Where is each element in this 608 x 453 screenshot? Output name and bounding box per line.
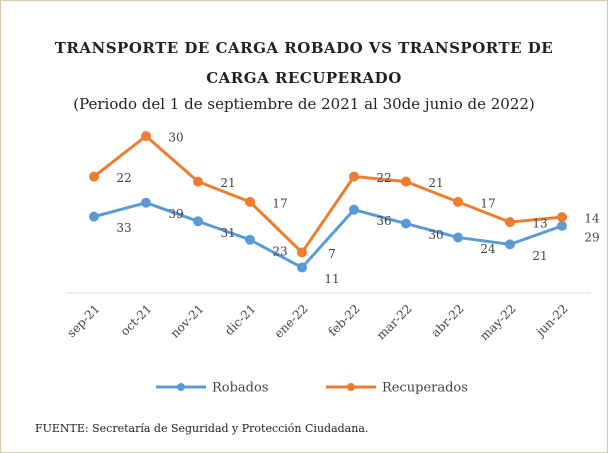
x-tick-label: ene-22 [272,302,311,341]
data-point [505,239,515,250]
data-label: 29 [584,230,599,244]
data-point [193,216,203,227]
data-label: 22 [116,171,131,185]
x-tick-label: dic-21 [222,302,258,338]
legend-label: Robados [212,381,269,396]
data-label: 17 [480,196,495,210]
data-point [453,196,463,207]
data-label: 21 [532,249,547,263]
data-point [505,217,515,228]
x-tick-label: jun-22 [532,302,571,341]
data-point [401,176,411,187]
data-label: 36 [376,214,391,228]
data-label: 24 [480,242,496,256]
data-label: 21 [428,176,443,190]
data-label: 17 [272,196,287,210]
data-point [349,171,359,182]
x-tick-label: abr-22 [428,302,466,340]
x-tick-label: nov-21 [168,302,207,341]
data-point [297,247,307,258]
data-point [141,131,151,142]
data-point [89,211,99,222]
chart-subtitle: (Periodo del 1 de septiembre de 2021 al … [73,95,535,113]
x-tick-label: oct-21 [118,302,155,339]
x-tick-label: sep-21 [64,302,102,340]
data-label: 22 [376,171,391,185]
data-label: 31 [220,226,235,240]
data-label: 7 [328,247,336,261]
data-point [557,220,567,231]
data-label: 39 [168,207,183,221]
series-line [93,134,563,255]
data-point [297,262,307,273]
data-point [141,197,151,208]
data-label: 30 [168,131,183,145]
data-point [89,171,99,182]
data-label: 30 [428,228,443,242]
x-tick-label: feb-22 [325,302,362,339]
data-point [557,212,567,223]
data-point [453,232,463,243]
data-point [245,196,255,207]
data-point [245,234,255,245]
source-note: FUENTE: Secretaría de Seguridad y Protec… [35,422,369,435]
data-label: 11 [324,272,339,286]
series-line [93,201,563,270]
data-label: 21 [220,176,235,190]
x-tick-label: mar-22 [374,302,415,343]
data-point [401,218,411,229]
chart-title: TRANSPORTE DE CARGA ROBADO VS TRANSPORTE… [54,39,554,87]
data-point [193,176,203,187]
data-label: 14 [584,212,600,226]
legend-marker [347,383,355,391]
data-label: 23 [272,244,287,258]
data-point [349,204,359,215]
x-tick-label: may-22 [477,302,518,343]
legend-label: Recuperados [382,381,468,396]
data-label: 13 [532,217,547,231]
data-label: 33 [116,221,131,235]
legend-marker [177,383,185,391]
